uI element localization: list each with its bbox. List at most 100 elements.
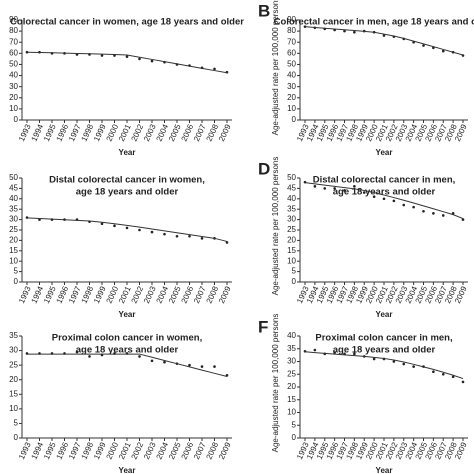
y-tick-label: 25 [9, 225, 18, 234]
y-tick-label: 20 [9, 375, 18, 384]
panel: 0102030405060708090199319941995199619971… [258, 0, 474, 157]
panel-title: Distal colorectal cancer in women, [49, 175, 205, 186]
y-tick-label: 15 [9, 389, 18, 398]
data-point [392, 199, 396, 203]
panel-title: Proximal colon cancer in men, [315, 333, 452, 344]
panel-letter: B [258, 1, 270, 20]
y-tick-label: 50 [287, 173, 296, 182]
data-point [163, 360, 166, 364]
data-point [353, 30, 356, 34]
data-point [138, 355, 141, 358]
data-point [372, 195, 376, 199]
data-point [175, 234, 179, 238]
panel-title: Distal colorectal cancer in men, [313, 175, 456, 186]
data-point [382, 197, 386, 201]
y-tick-label: 10 [287, 408, 296, 417]
x-axis-label: Year [119, 466, 136, 474]
x-axis-label: Year [119, 148, 136, 157]
y-tick-label: 10 [9, 104, 18, 113]
data-point [113, 224, 116, 228]
data-point [333, 351, 336, 354]
y-tick-label: 30 [287, 215, 296, 224]
x-axis-label: Year [119, 310, 136, 319]
y-tick-label: 10 [9, 404, 18, 413]
data-point [353, 352, 356, 356]
y-tick-label: 5 [292, 267, 297, 276]
y-tick-label: 70 [9, 37, 18, 46]
data-point [432, 212, 435, 215]
data-point [213, 67, 216, 71]
y-tick-label: 50 [9, 60, 18, 69]
y-tick-label: 35 [287, 204, 296, 213]
data-point [200, 237, 204, 240]
panel: 0510152025303540455019931994199519961997… [258, 157, 469, 319]
y-axis-label: Age-adjusted rate per 100,000 persons [271, 157, 280, 296]
y-tick-label: 50 [9, 173, 18, 182]
data-point [382, 34, 386, 37]
panel: 0102030405060708090199319941995199619971… [9, 15, 244, 157]
y-tick-label: 30 [287, 357, 296, 366]
y-tick-label: 5 [14, 419, 19, 428]
y-tick-label: 90 [287, 15, 296, 24]
panel-letter: F [258, 317, 268, 336]
panel-letter: D [258, 159, 270, 178]
y-tick-label: 25 [287, 369, 296, 378]
panel-title: age 18 years and older [333, 345, 436, 356]
data-point [75, 350, 79, 354]
y-tick-label: 30 [287, 82, 296, 91]
panel: 0510152025303519931994199519961997199819… [9, 331, 233, 474]
trend-line [304, 182, 464, 220]
data-point [313, 348, 317, 352]
data-point [150, 59, 154, 63]
x-tick-label: 2009 [217, 440, 233, 460]
data-point [125, 226, 129, 230]
data-point [100, 54, 104, 57]
y-axis-label: Age-adjusted rate per 100,000 persons [271, 314, 280, 453]
data-point [188, 363, 191, 367]
data-point [432, 370, 435, 374]
y-axis-label: Age-adjusted rate per 100,000 persons [271, 0, 280, 135]
y-tick-label: 45 [9, 184, 18, 193]
data-point [163, 232, 166, 236]
y-tick-label: 30 [9, 215, 18, 224]
y-tick-label: 0 [14, 115, 19, 124]
data-point [372, 357, 376, 361]
panel: 0510152025303540455019931994199519961997… [9, 173, 233, 319]
data-point [138, 228, 141, 232]
data-point [362, 191, 366, 194]
y-tick-label: 15 [9, 246, 18, 255]
panel-title: Colorectal cancer in women, age 18 years… [10, 17, 244, 28]
data-point [422, 209, 425, 213]
data-point [150, 359, 154, 363]
data-point [392, 360, 396, 363]
y-tick-label: 10 [287, 104, 296, 113]
y-tick-label: 70 [287, 37, 296, 46]
trend-line [26, 217, 228, 242]
x-tick-label: 2009 [217, 284, 233, 304]
data-point [402, 203, 406, 207]
data-point [200, 365, 204, 368]
data-point [138, 57, 141, 61]
data-point [225, 241, 229, 244]
data-point [88, 355, 91, 358]
y-tick-label: 90 [9, 15, 18, 24]
y-tick-label: 20 [287, 382, 296, 391]
data-point [441, 49, 445, 53]
y-tick-label: 35 [287, 344, 296, 353]
panel-title: age 18 years and older [76, 187, 179, 198]
data-point [402, 362, 406, 366]
data-point [441, 372, 445, 376]
x-tick-label: 2009 [217, 122, 233, 142]
y-tick-label: 35 [9, 204, 18, 213]
data-point [422, 44, 425, 47]
trend-line [304, 26, 464, 56]
y-tick-label: 40 [287, 71, 296, 80]
y-tick-label: 25 [9, 360, 18, 369]
x-axis-label: Year [376, 466, 393, 474]
y-tick-label: 25 [287, 225, 296, 234]
panel-title: age 18 years and older [333, 187, 436, 198]
panel-title: age 18 years and older [76, 345, 179, 356]
y-tick-label: 35 [9, 331, 18, 340]
y-tick-label: 20 [9, 236, 18, 245]
y-tick-label: 45 [287, 184, 296, 193]
